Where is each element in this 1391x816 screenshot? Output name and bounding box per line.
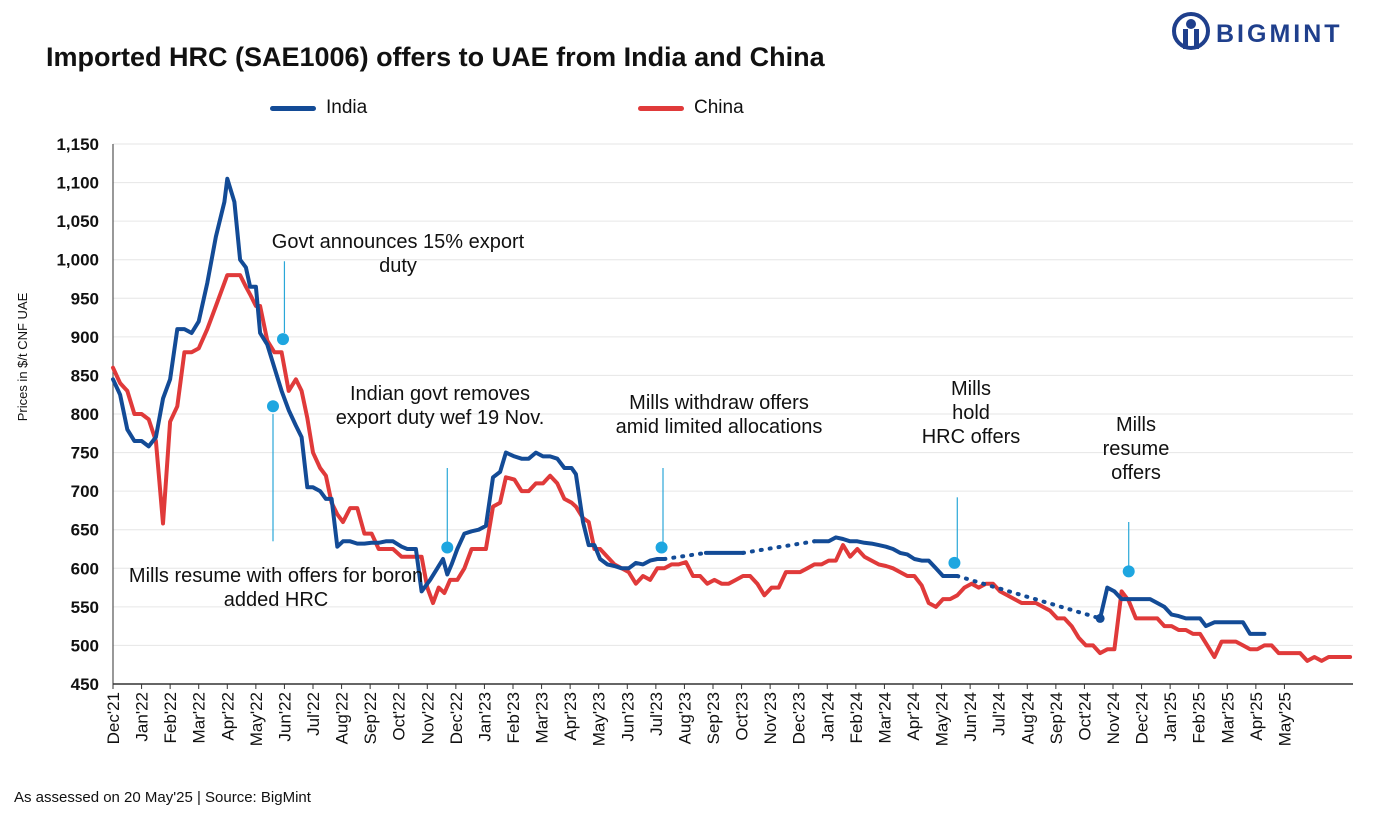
x-tick-label: May'24 [933,692,952,746]
x-tick-label: Feb'22 [161,692,180,743]
annotation-text: Mills resume with offers for boron [129,565,423,587]
annotation-text: amid limited allocations [616,416,823,438]
y-tick-label: 850 [71,366,99,385]
annotation-text: Indian govt removes [350,383,530,405]
event-marker [1122,565,1135,578]
x-tick-label: May'23 [590,692,609,746]
x-tick-label: Sep'22 [361,692,380,744]
legend-item-india: India [270,97,367,119]
x-tick-label: Feb'24 [847,692,866,743]
india-dotted-gap [741,539,817,555]
annotation-text: hold [952,402,990,424]
x-tick-label: Jan'24 [818,692,837,742]
x-tick-label: Jan'23 [475,692,494,742]
y-tick-label: 450 [71,675,99,694]
y-tick-label: 1,050 [56,212,99,231]
annotation-text: duty [379,255,417,277]
y-tick-label: 550 [71,598,99,617]
x-tick-label: Mar'25 [1218,692,1237,743]
x-tick-label: May'22 [247,692,266,746]
event-marker [948,556,961,569]
annotation-text: Mills [951,378,991,400]
india-dotted-gap [662,550,708,561]
x-tick-label: Nov'24 [1104,692,1123,744]
x-tick-label: Apr'24 [904,692,923,741]
annotation-text: Mills [1116,414,1156,436]
x-tick-label: Dec'23 [790,692,809,744]
y-tick-label: 700 [71,482,99,501]
x-tick-label: Dec'24 [1133,692,1152,744]
x-tick-label: Aug'24 [1018,692,1037,744]
y-tick-label: 750 [71,444,99,463]
event-marker [277,333,289,346]
event-marker [441,541,454,554]
x-tick-label: Jan'25 [1161,692,1180,742]
india-series-line [111,176,667,594]
x-tick-label: Dec'21 [104,692,123,744]
annotation-text: offers [1111,462,1161,484]
event-marker [267,400,279,413]
y-axis-label: Prices in $/t CNF UAE [15,292,30,421]
india-dotted-gap [955,574,1103,621]
x-tick-label: Oct'23 [733,692,752,741]
x-tick-label: Jan'22 [133,692,152,742]
y-tick-label: 1,150 [56,135,99,154]
x-tick-label: Feb'23 [504,692,523,743]
x-tick-label: Oct'22 [390,692,409,741]
x-tick-label: Jul'22 [304,692,323,736]
y-tick-label: 600 [71,559,99,578]
x-tick-label: Oct'24 [1075,692,1094,741]
india-restart-point [1095,613,1105,623]
x-tick-label: Jun'22 [275,692,294,742]
x-tick-label: Sep'23 [704,692,723,744]
y-tick-label: 900 [71,328,99,347]
x-tick-label: Nov'22 [418,692,437,744]
x-tick-label: Mar'22 [190,692,209,743]
y-tick-label: 650 [71,521,99,540]
annotation-text: HRC offers [922,426,1021,448]
x-tick-label: Sep'24 [1047,692,1066,744]
annotation-text: Govt announces 15% export [272,231,525,253]
india-series-line [812,535,960,578]
annotation-text: resume [1103,438,1170,460]
x-tick-label: Jun'24 [961,692,980,742]
legend-label-china: China [694,97,744,118]
x-tick-label: Jul'23 [647,692,666,736]
y-tick-label: 1,000 [56,251,99,270]
annotation-text: added HRC [224,589,329,611]
x-tick-label: Aug'23 [675,692,694,744]
legend-item-china: China [638,97,744,119]
x-tick-label: Aug'22 [333,692,352,744]
brand-logo: BIGMINT [1172,12,1382,54]
legend-swatch-china [638,105,684,111]
annotation-text: export duty wef 19 Nov. [336,407,545,429]
x-tick-label: Mar'23 [533,692,552,743]
y-tick-label: 950 [71,289,99,308]
y-tick-label: 800 [71,405,99,424]
annotation-text: Mills withdraw offers [629,392,809,414]
india-series-line [1098,585,1267,636]
x-tick-label: Apr'22 [218,692,237,741]
x-tick-label: May'25 [1275,692,1294,746]
x-tick-label: Jun'23 [618,692,637,742]
x-tick-label: Dec'22 [447,692,466,744]
logo-mark-icon [1172,12,1210,50]
x-tick-label: Feb'25 [1190,692,1209,743]
x-tick-label: Nov'23 [761,692,780,744]
legend-swatch-india [270,105,316,111]
x-tick-label: Mar'24 [875,692,894,743]
legend-label-india: India [326,97,368,118]
chart-title: Imported HRC (SAE1006) offers to UAE fro… [46,42,825,72]
event-marker [655,541,668,554]
x-tick-label: Apr'23 [561,692,580,741]
x-tick-label: Apr'25 [1247,692,1266,741]
china-series-line [111,273,1353,663]
y-tick-label: 500 [71,636,99,655]
x-tick-label: Jul'24 [990,692,1009,736]
logo-text: BIGMINT [1216,20,1343,48]
source-note: As assessed on 20 May'25 | Source: BigMi… [14,789,311,806]
y-tick-label: 1,100 [56,174,99,193]
